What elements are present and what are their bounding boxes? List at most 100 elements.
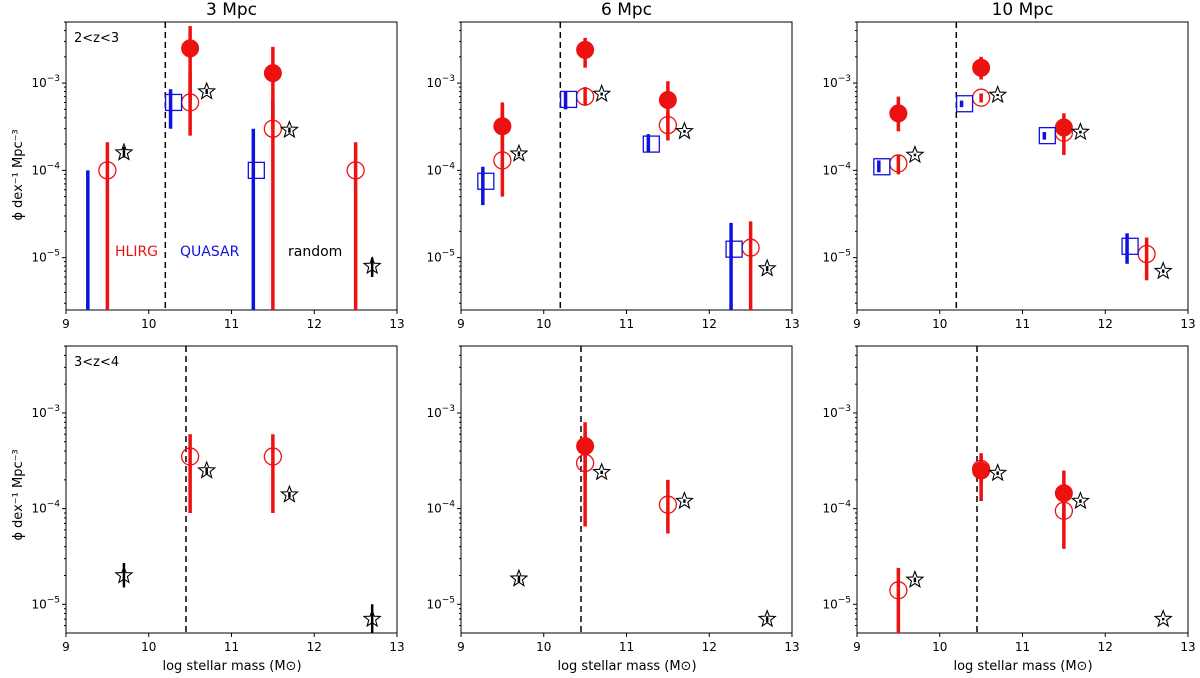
random-star-marker [1070,491,1090,510]
x-tick-label: 13 [1180,640,1195,654]
x-tick-label: 9 [853,317,861,331]
hlirg-filled-marker [972,58,991,77]
legend-random: random [288,244,342,260]
x-tick-label: 10 [141,640,156,654]
quasar-marker [247,161,265,180]
random-star-marker [592,462,612,481]
x-tick-label: 10 [932,640,947,654]
random-star-marker [279,484,299,503]
y-tick-label: 10−5 [31,595,60,611]
random-star-marker [362,609,382,628]
y-tick-label: 10−3 [31,404,60,420]
y-tick-label: 10−5 [31,249,60,265]
plot-frame [460,21,793,311]
redshift-label: 3<z<4 [74,355,119,370]
random-star-marker [114,142,134,161]
random-star-marker [674,121,694,140]
panel-4: 9 10 11 12 13 10−5 10−4 10−3 3<z<4 [31,345,405,654]
quasar-marker [1038,126,1056,145]
random-star-marker [197,460,217,479]
y-tick-label: 10−3 [426,404,455,420]
x-tick-label: 13 [389,317,404,331]
quasar-marker [642,135,660,153]
x-axis-label-left: log stellar mass (M⊙) [162,659,301,674]
y-tick-label: 10−4 [31,500,60,516]
panel-3: 9 10 11 12 13 10−5 10−4 10−3 10 Mpc [822,0,1195,331]
x-tick-label: 11 [619,640,634,654]
hlirg-filled-marker [658,91,677,110]
random-star-marker [1153,261,1173,280]
y-axis-label-top: ϕ dex⁻¹ Mpc⁻³ [11,129,26,220]
random-star-marker [362,256,382,275]
hlirg-open-marker [263,447,283,466]
x-tick-label: 13 [784,640,799,654]
panel-6: 9 10 11 12 13 10−5 10−4 10−3 [822,345,1196,654]
hlirg-open-marker [180,447,200,466]
y-tick-label: 10−5 [822,595,851,611]
panel-5: 9 10 11 12 13 10−5 10−4 10−3 [426,345,800,654]
hlirg-open-marker [346,161,365,180]
random-star-marker [197,81,217,100]
y-tick-label: 10−5 [426,249,455,265]
y-tick-label: 10−3 [426,74,455,90]
hlirg-open-marker [889,581,908,600]
panel-2: 9 10 11 12 13 10−5 10−4 10−3 6 Mpc [426,0,799,331]
y-tick-label: 10−4 [822,500,851,516]
y-tick-label: 10−4 [31,161,60,177]
random-star-marker [509,568,529,587]
hlirg-filled-marker [576,40,595,59]
x-tick-label: 12 [307,640,322,654]
x-tick-label: 11 [224,317,239,331]
random-star-marker [905,569,925,589]
y-tick-label: 10−4 [822,161,851,177]
x-tick-label: 10 [536,640,551,654]
quasar-marker [559,90,578,109]
panel-title: 6 Mpc [601,0,652,20]
x-tick-label: 10 [141,317,156,331]
panel-title: 10 Mpc [992,0,1054,20]
random-star-marker [988,463,1008,482]
hlirg-filled-marker [972,461,991,480]
x-tick-label: 11 [619,317,634,331]
quasar-marker [873,158,891,176]
x-tick-label: 12 [702,317,717,331]
y-tick-label: 10−3 [822,404,851,420]
random-star-marker [757,609,777,628]
random-star-marker [1070,121,1090,141]
x-tick-label: 12 [1098,640,1113,654]
hlirg-open-marker [98,161,117,180]
hlirg-filled-marker [576,437,595,456]
random-star-marker [114,565,134,584]
quasar-marker [477,172,495,190]
hlirg-open-marker [658,495,678,514]
x-tick-label: 13 [784,317,799,331]
x-tick-label: 10 [536,317,551,331]
hlirg-filled-marker [493,117,512,136]
hlirg-filled-marker [1054,484,1073,503]
quasar-marker [1121,237,1139,255]
random-star-marker [674,491,694,510]
random-star-marker [509,143,529,162]
random-star-marker [592,83,612,103]
panel-title: 3 Mpc [206,0,257,20]
y-tick-label: 10−5 [822,249,851,265]
x-tick-label: 11 [1015,640,1030,654]
plot-frame [65,21,398,311]
random-star-marker [1153,609,1173,628]
x-tick-label: 9 [62,317,70,331]
x-tick-label: 10 [932,317,947,331]
panel-1: 9 10 11 12 13 10−5 10−4 10−3 3 Mpc 2<z<3 [31,0,404,331]
x-tick-label: 12 [1098,317,1113,331]
legend-hlirg: HLIRG [115,244,158,260]
y-axis-label-bottom: ϕ dex⁻¹ Mpc⁻³ [11,449,26,540]
x-tick-label: 13 [1180,317,1195,331]
x-tick-label: 11 [224,640,239,654]
y-tick-label: 10−3 [31,74,60,90]
x-axis-label-right: log stellar mass (M⊙) [953,659,1092,674]
x-tick-label: 9 [457,317,465,331]
quasar-marker [725,240,743,258]
hlirg-filled-marker [1054,118,1073,137]
hlirg-filled-marker [181,39,200,58]
y-tick-label: 10−3 [822,74,851,90]
